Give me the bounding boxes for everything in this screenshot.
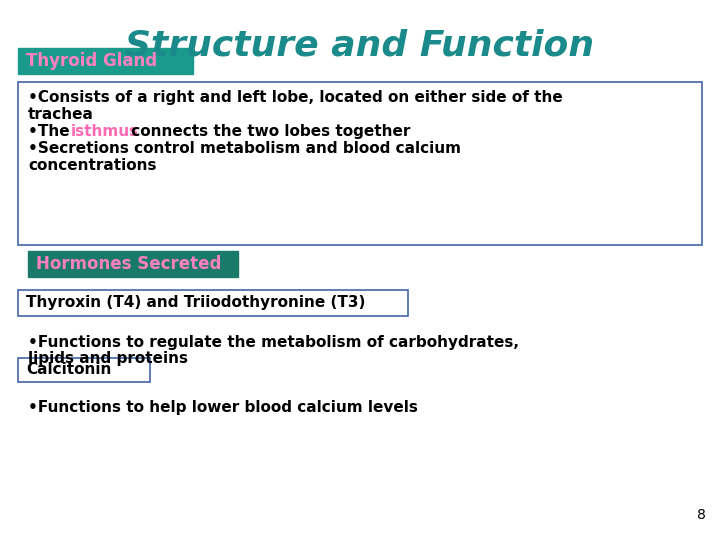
Text: •Secretions control metabolism and blood calcium: •Secretions control metabolism and blood… xyxy=(28,141,461,156)
Text: •Functions to help lower blood calcium levels: •Functions to help lower blood calcium l… xyxy=(28,400,418,415)
Text: •Consists of a right and left lobe, located on either side of the: •Consists of a right and left lobe, loca… xyxy=(28,90,563,105)
Text: connects the two lobes together: connects the two lobes together xyxy=(126,124,410,139)
Text: Structure and Function: Structure and Function xyxy=(125,28,595,62)
Text: trachea: trachea xyxy=(28,107,94,122)
Text: Hormones Secreted: Hormones Secreted xyxy=(36,255,221,273)
Text: concentrations: concentrations xyxy=(28,158,156,173)
FancyBboxPatch shape xyxy=(18,290,408,316)
FancyBboxPatch shape xyxy=(18,48,193,74)
Text: Thyroid Gland: Thyroid Gland xyxy=(26,52,157,70)
Text: •Functions to regulate the metabolism of carbohydrates,: •Functions to regulate the metabolism of… xyxy=(28,335,519,350)
FancyBboxPatch shape xyxy=(18,358,150,382)
Text: Thyroxin (T4) and Triiodothyronine (T3): Thyroxin (T4) and Triiodothyronine (T3) xyxy=(26,295,365,310)
FancyBboxPatch shape xyxy=(18,82,702,245)
FancyBboxPatch shape xyxy=(28,251,238,277)
Text: 8: 8 xyxy=(697,508,706,522)
Text: •The: •The xyxy=(28,124,75,139)
Text: isthmus: isthmus xyxy=(71,124,139,139)
Text: lipids and proteins: lipids and proteins xyxy=(28,351,188,366)
Text: Calcitonin: Calcitonin xyxy=(26,362,112,377)
